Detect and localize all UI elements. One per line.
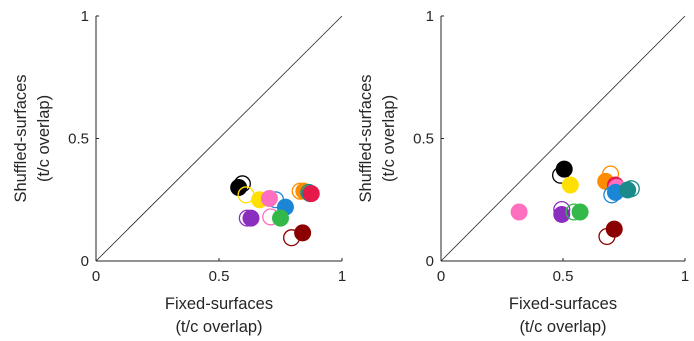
x-axis-label-units: (t/c overlap) — [519, 318, 606, 336]
y-tick-label: 0 — [426, 253, 434, 270]
x-axis-label: Fixed-surfaces — [165, 295, 273, 313]
y-axis-label-units: (t/c overlap) — [35, 95, 53, 182]
y-tick-label: 0.5 — [68, 131, 89, 148]
data-point-filled — [272, 209, 289, 227]
data-point-filled — [294, 224, 312, 242]
y-axis-label: Shuffled-surfaces — [12, 74, 30, 202]
data-point-filled — [619, 181, 637, 199]
x-tick-label: 0 — [437, 268, 445, 285]
x-tick-label: 0 — [92, 268, 100, 285]
x-tick-label: 1 — [681, 268, 689, 285]
chart-panel-2: 0 0.5 1 0 0.5 1 Fixed-surfaces (t/c overlap) Shu… — [357, 8, 689, 336]
data-point-filled — [555, 160, 573, 178]
y-axis-label-units: (t/c overlap) — [380, 95, 398, 182]
data-point-filled — [571, 203, 589, 221]
x-tick-label: 1 — [338, 268, 346, 285]
data-point-filled — [605, 220, 623, 238]
y-tick-label: 0 — [81, 253, 89, 270]
data-point-filled — [302, 185, 320, 203]
data-point-filled — [553, 205, 571, 223]
y-tick-label: 1 — [426, 8, 434, 25]
data-point-filled — [230, 179, 248, 196]
x-axis-label: Fixed-surfaces — [509, 295, 617, 313]
data-point-filled — [242, 209, 260, 227]
identity-line — [95, 15, 343, 262]
data-point-filled — [510, 203, 528, 221]
identity-line — [440, 15, 686, 262]
x-tick-label: 0.5 — [553, 268, 574, 285]
y-tick-label: 1 — [81, 8, 89, 25]
data-point-filled — [561, 176, 579, 194]
chart-panel-1: 0 0.5 1 0 0.5 1 Fixed-surfaces (t/c overlap) Shu… — [12, 8, 346, 336]
x-axis-label-units: (t/c overlap) — [175, 318, 262, 336]
x-tick-label: 0.5 — [209, 268, 230, 285]
y-axis-label: Shuffled-surfaces — [357, 74, 375, 202]
y-tick-label: 0.5 — [413, 131, 434, 148]
data-point-filled — [260, 190, 278, 208]
